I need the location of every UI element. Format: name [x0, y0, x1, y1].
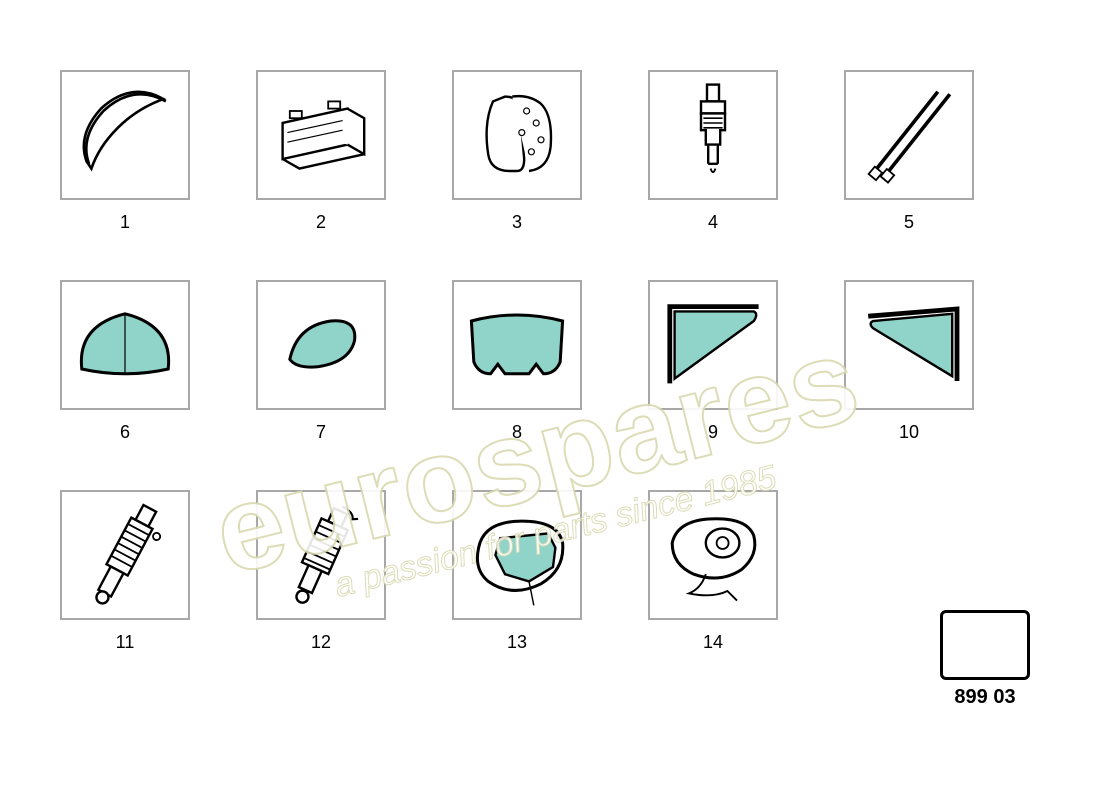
part-box-2 [256, 70, 386, 200]
part-label-9: 9 [648, 422, 778, 443]
part-cell-8: 8 [452, 280, 582, 446]
parts-diagram-canvas: 1 2 3 4 5 6 7 8 9 [0, 0, 1100, 800]
quarter-glass-a-icon [653, 285, 773, 405]
windshield-icon [65, 285, 185, 405]
part-cell-2: 2 [256, 70, 386, 236]
part-box-8 [452, 280, 582, 410]
part-box-3 [452, 70, 582, 200]
part-cell-13: 13 [452, 490, 582, 656]
part-cell-7: 7 [256, 280, 386, 446]
part-cell-12: 12 [256, 490, 386, 656]
battery-icon [261, 75, 381, 195]
part-label-10: 10 [844, 422, 974, 443]
part-cell-9: 9 [648, 280, 778, 446]
part-cell-10: 10 [844, 280, 974, 446]
part-label-13: 13 [452, 632, 582, 653]
part-box-5 [844, 70, 974, 200]
rear-glass-icon [457, 285, 577, 405]
part-cell-11: 11 [60, 490, 190, 656]
belt-icon [65, 75, 185, 195]
part-box-10 [844, 280, 974, 410]
reference-badge: 899 03 [940, 610, 1030, 709]
spark-plug-icon [653, 75, 773, 195]
part-box-12 [256, 490, 386, 620]
part-box-9 [648, 280, 778, 410]
part-label-1: 1 [60, 212, 190, 233]
reference-badge-box [940, 610, 1030, 680]
part-label-2: 2 [256, 212, 386, 233]
part-cell-4: 4 [648, 70, 778, 236]
shock-absorber-b-icon [261, 495, 381, 615]
part-cell-5: 5 [844, 70, 974, 236]
part-label-11: 11 [60, 632, 190, 653]
part-cell-14: 14 [648, 490, 778, 656]
wiper-blades-icon [849, 75, 969, 195]
mirror-housing-icon [653, 495, 773, 615]
quarter-glass-b-icon [849, 285, 969, 405]
part-label-8: 8 [452, 422, 582, 443]
side-glass-small-icon [261, 285, 381, 405]
part-label-5: 5 [844, 212, 974, 233]
part-cell-1: 1 [60, 70, 190, 236]
part-label-6: 6 [60, 422, 190, 443]
part-box-7 [256, 280, 386, 410]
shock-absorber-a-icon [65, 495, 185, 615]
part-label-7: 7 [256, 422, 386, 443]
part-box-1 [60, 70, 190, 200]
part-label-14: 14 [648, 632, 778, 653]
part-cell-6: 6 [60, 280, 190, 446]
part-box-13 [452, 490, 582, 620]
part-label-4: 4 [648, 212, 778, 233]
mirror-glass-icon [457, 495, 577, 615]
part-label-3: 3 [452, 212, 582, 233]
part-box-6 [60, 280, 190, 410]
part-box-4 [648, 70, 778, 200]
part-box-11 [60, 490, 190, 620]
part-box-14 [648, 490, 778, 620]
part-cell-3: 3 [452, 70, 582, 236]
reference-badge-label: 899 03 [940, 686, 1030, 709]
part-label-12: 12 [256, 632, 386, 653]
brake-pads-icon [457, 75, 577, 195]
